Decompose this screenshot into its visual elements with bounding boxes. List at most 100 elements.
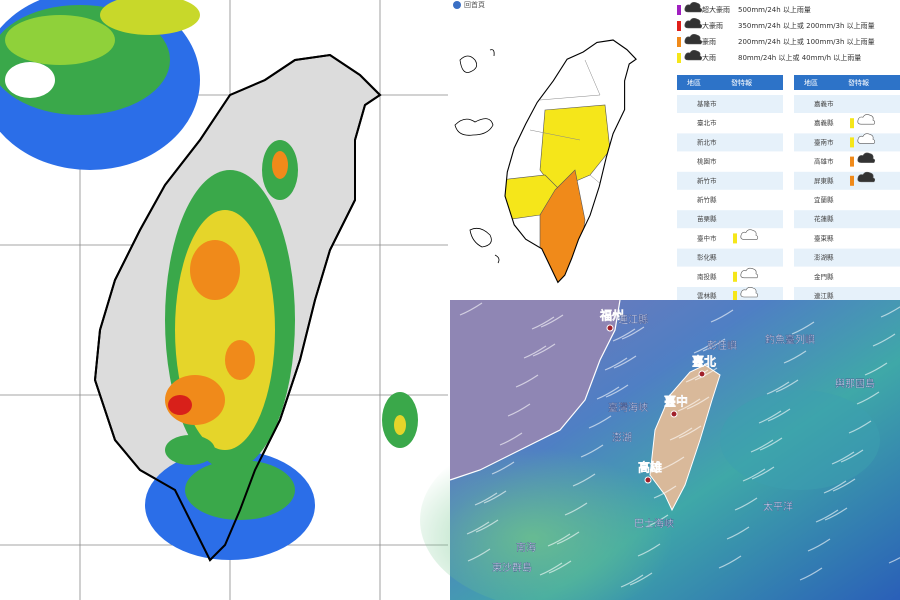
city-dot	[606, 324, 614, 332]
map-label: 臺中	[664, 394, 688, 409]
wind-streak	[612, 328, 636, 342]
wind-streak	[474, 492, 498, 506]
wind-streak	[848, 420, 872, 434]
map-label: 釣魚臺列嶼	[765, 333, 815, 346]
wind-streak	[572, 473, 596, 487]
legend-level: 豪雨	[702, 37, 716, 46]
wind-streak	[596, 386, 620, 400]
legend-swatch	[677, 21, 681, 31]
table-row	[794, 248, 900, 267]
wind-streak	[661, 456, 685, 470]
area-name: 澎湖縣	[814, 253, 834, 262]
wind-streak	[710, 309, 734, 323]
wind-streak	[531, 316, 555, 330]
area-name: 彰化縣	[697, 253, 717, 262]
table-row	[677, 152, 783, 171]
area-name: 臺東縣	[814, 233, 834, 242]
wind-streak	[483, 490, 507, 504]
table-row	[677, 114, 783, 133]
wind-streak	[702, 338, 726, 352]
table-header: 發特報	[731, 78, 752, 87]
cloud-icon	[740, 267, 759, 279]
table-row	[677, 171, 783, 190]
wind-streak	[613, 355, 637, 369]
area-name: 嘉義市	[814, 99, 834, 108]
wind-streak	[799, 567, 823, 581]
wind-streak	[831, 451, 855, 465]
wind-streak	[685, 369, 709, 383]
table-row	[677, 248, 783, 267]
cloud-icon	[857, 152, 876, 163]
wind-streak	[645, 514, 669, 528]
wind-streak	[564, 502, 588, 516]
area-name: 臺中市	[697, 233, 717, 242]
table-row	[794, 152, 900, 171]
area-name: 新竹縣	[697, 195, 717, 204]
wind-streak	[539, 562, 563, 576]
table-header: 地區	[804, 78, 818, 87]
area-name: 雲林縣	[697, 291, 717, 300]
wind-streak	[766, 381, 790, 395]
wind-streak	[750, 439, 774, 453]
cloud-icon	[857, 171, 876, 183]
wind-streak	[677, 398, 701, 412]
wind-streak	[540, 314, 564, 328]
wind-streak	[523, 345, 547, 359]
wind-streak	[467, 548, 491, 562]
wind-streak	[686, 396, 710, 410]
area-name: 屏東縣	[814, 176, 834, 185]
legend-level: 超大豪雨	[702, 5, 730, 14]
map-label: 臺北	[692, 354, 716, 369]
cloud-icon	[740, 229, 759, 240]
table-row	[677, 229, 783, 248]
wind-streak	[718, 555, 742, 569]
table-row	[794, 191, 900, 209]
legend-swatch	[677, 5, 681, 15]
wind-streak	[588, 415, 612, 429]
area-name: 臺北市	[697, 118, 717, 127]
home-link[interactable]: 回首頁	[464, 0, 485, 9]
legend-criteria: 80mm/24h 以上或 40mm/h 以上雨量	[738, 53, 861, 62]
radar-panel	[0, 0, 448, 600]
wind-streak	[459, 302, 483, 316]
area-name: 新北市	[697, 137, 717, 146]
wind-streak	[726, 526, 750, 540]
warning-swatch	[850, 137, 854, 148]
table-row	[677, 95, 783, 113]
warning-swatch	[850, 156, 854, 167]
area-name: 嘉義縣	[814, 118, 834, 127]
map-label: 臺灣海峽	[608, 401, 648, 414]
table-header-bg	[677, 75, 783, 90]
wind-streak	[694, 367, 718, 381]
area-name: 高雄市	[814, 157, 834, 166]
wind-streak	[605, 384, 629, 398]
wind-streak	[832, 478, 856, 492]
table-row	[677, 267, 783, 286]
wind-streak	[742, 468, 766, 482]
warning-map: 回首頁	[450, 0, 670, 298]
map-label: 澎湖	[612, 432, 632, 444]
warning-swatch	[850, 118, 854, 129]
city-dot	[670, 410, 678, 418]
cloud-icon	[740, 287, 759, 298]
city-dot	[644, 476, 652, 484]
wind-streak	[759, 437, 783, 451]
legend-level: 大雨	[702, 53, 716, 62]
wind-streak	[637, 543, 661, 557]
wind-streak	[556, 531, 580, 545]
wind-streak	[783, 350, 807, 364]
table-row	[677, 133, 783, 152]
map-label: 高雄	[638, 460, 662, 475]
wind-streak	[758, 410, 782, 424]
wind-streak	[734, 497, 758, 511]
legend-swatch	[677, 53, 681, 63]
map-label: 東沙群島	[492, 561, 532, 574]
wind-streak	[693, 340, 717, 354]
table-row	[794, 171, 900, 190]
wind-streak	[669, 427, 693, 441]
warning-swatch	[733, 291, 737, 301]
wind-streak	[604, 357, 628, 371]
cloud-icon	[684, 2, 703, 13]
